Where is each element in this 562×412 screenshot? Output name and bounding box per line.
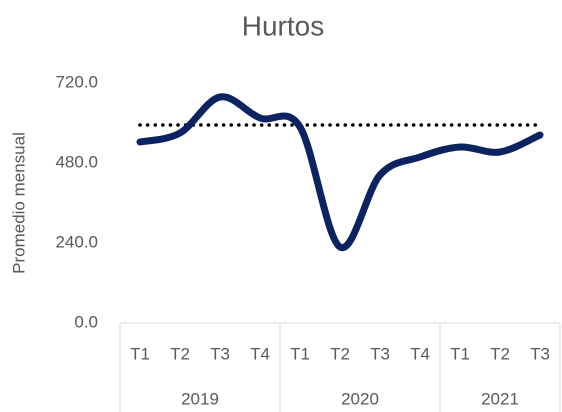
data-line [136, 93, 544, 251]
x-tick-label: T3 [210, 344, 230, 363]
x-tick-label: T2 [330, 344, 350, 363]
x-tick-label: T4 [250, 344, 270, 363]
x-tick-label: T1 [130, 344, 150, 363]
x-tick-label: T3 [530, 344, 550, 363]
y-tick-label: 720.0 [55, 72, 98, 91]
y-tick-label: 0.0 [74, 312, 98, 331]
group-label: 2020 [341, 389, 379, 408]
x-tick-label: T3 [370, 344, 390, 363]
group-label: 2021 [481, 389, 519, 408]
chart-title: Hurtos [242, 10, 324, 41]
x-tick-label: T1 [450, 344, 470, 363]
x-tick-label: T2 [170, 344, 190, 363]
y-tick-label: 240.0 [55, 232, 98, 251]
y-tick-label: 480.0 [55, 152, 98, 171]
x-tick-label: T1 [290, 344, 310, 363]
y-axis-title: Promedio mensual [9, 132, 28, 274]
x-tick-label: T2 [490, 344, 510, 363]
group-label: 2019 [181, 389, 219, 408]
x-tick-label: T4 [410, 344, 430, 363]
